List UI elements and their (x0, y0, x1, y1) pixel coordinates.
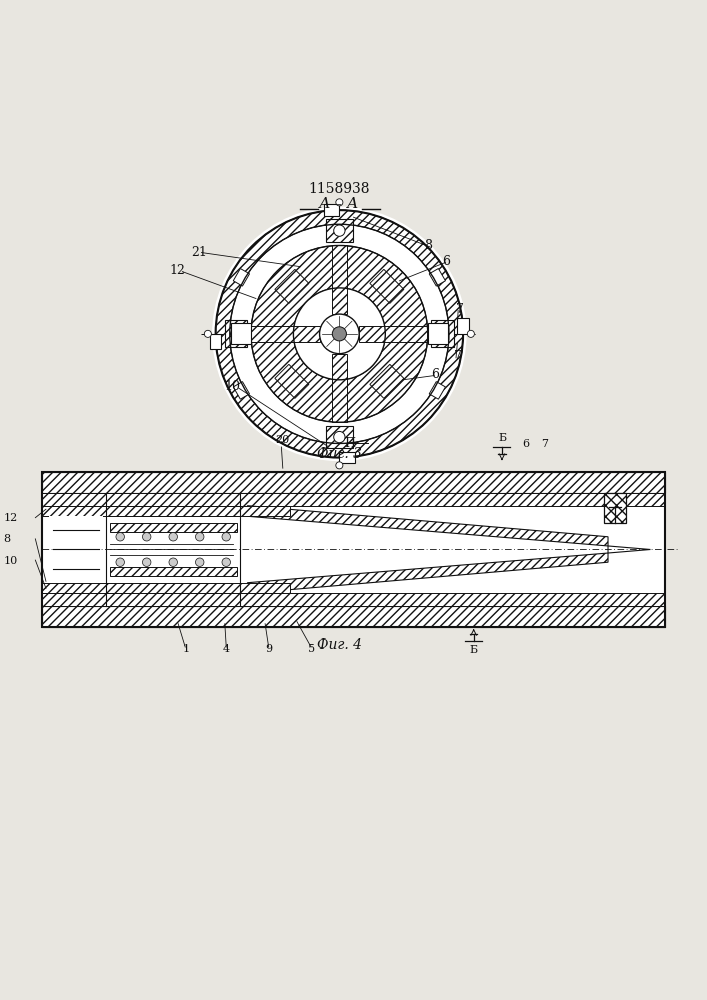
Polygon shape (251, 326, 320, 342)
Text: 7: 7 (454, 350, 462, 363)
Circle shape (332, 327, 346, 341)
Text: Фиг. 4: Фиг. 4 (317, 638, 362, 652)
Polygon shape (370, 269, 404, 303)
Circle shape (334, 431, 345, 443)
Text: 10: 10 (225, 380, 241, 393)
Polygon shape (332, 245, 347, 314)
Polygon shape (210, 334, 221, 349)
Text: 5: 5 (308, 644, 315, 654)
Circle shape (320, 314, 359, 354)
Circle shape (230, 328, 242, 340)
Polygon shape (326, 426, 353, 448)
Polygon shape (247, 553, 608, 593)
Text: 6: 6 (431, 368, 439, 381)
Text: 1158938: 1158938 (309, 182, 370, 196)
Text: 8: 8 (424, 239, 432, 252)
Bar (42, 472, 665, 627)
Text: 21: 21 (191, 246, 206, 259)
Polygon shape (457, 318, 469, 334)
Circle shape (336, 199, 343, 206)
Circle shape (212, 207, 467, 461)
Polygon shape (233, 269, 250, 286)
Text: А – А: А – А (319, 197, 360, 211)
Bar (42, 472, 665, 627)
Circle shape (222, 533, 230, 541)
Text: 8: 8 (4, 534, 11, 544)
Text: 7: 7 (541, 439, 548, 449)
Bar (106, 506, 240, 516)
Circle shape (334, 225, 345, 236)
Circle shape (169, 533, 177, 541)
Polygon shape (429, 269, 445, 286)
Circle shape (437, 328, 448, 340)
Bar (106, 583, 240, 593)
Text: 12: 12 (170, 264, 185, 277)
Bar (42, 472, 665, 493)
Polygon shape (247, 506, 608, 546)
Text: 6: 6 (442, 255, 450, 268)
Bar (231, 323, 251, 344)
Bar (42, 506, 290, 516)
Polygon shape (429, 382, 445, 399)
Polygon shape (370, 364, 404, 398)
Text: 20: 20 (276, 435, 290, 445)
Bar (42, 583, 290, 593)
Polygon shape (324, 204, 339, 216)
Text: 1: 1 (182, 644, 189, 654)
Wedge shape (216, 210, 463, 458)
Text: П: П (344, 437, 356, 450)
Polygon shape (431, 320, 454, 347)
Polygon shape (326, 219, 353, 242)
Bar (110, 567, 237, 576)
Circle shape (467, 330, 474, 337)
Circle shape (195, 558, 204, 566)
Bar (42, 593, 665, 606)
Polygon shape (275, 364, 309, 398)
Polygon shape (275, 269, 309, 303)
Circle shape (143, 558, 151, 566)
Polygon shape (332, 354, 347, 422)
Text: 9: 9 (265, 644, 272, 654)
Text: 12: 12 (4, 513, 18, 523)
Circle shape (116, 533, 124, 541)
Bar (110, 523, 237, 532)
Text: Фиг. 3: Фиг. 3 (317, 447, 362, 461)
Circle shape (116, 558, 124, 566)
Circle shape (195, 533, 204, 541)
Bar (604, 493, 626, 523)
Text: Б: Б (498, 433, 506, 443)
Circle shape (143, 533, 151, 541)
Text: 7: 7 (456, 303, 464, 316)
Text: 4: 4 (223, 644, 230, 654)
Text: 6: 6 (522, 439, 529, 449)
Circle shape (204, 330, 211, 337)
Bar (42, 606, 665, 627)
Circle shape (293, 288, 385, 380)
Circle shape (222, 558, 230, 566)
Polygon shape (225, 320, 247, 347)
Polygon shape (359, 326, 428, 342)
Polygon shape (339, 452, 355, 463)
Circle shape (169, 558, 177, 566)
Bar (428, 323, 448, 344)
Text: Б: Б (469, 645, 478, 655)
Bar (49, 516, 103, 583)
Wedge shape (251, 245, 428, 422)
Polygon shape (608, 546, 650, 553)
Circle shape (336, 462, 343, 469)
Bar (42, 493, 665, 506)
Polygon shape (233, 382, 250, 399)
Text: 10: 10 (4, 556, 18, 566)
